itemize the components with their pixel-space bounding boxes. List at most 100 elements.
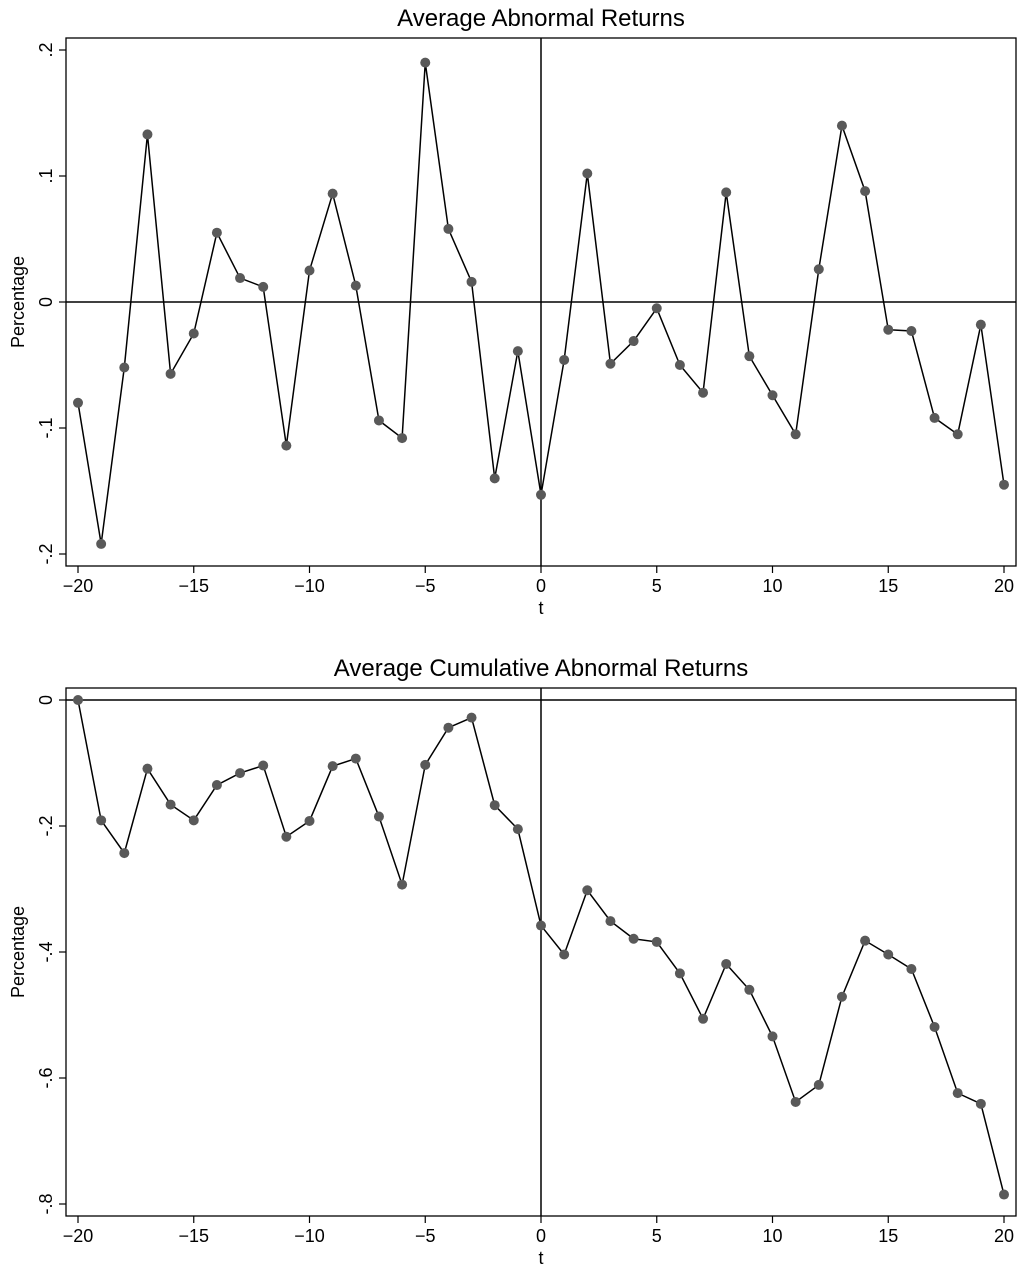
data-point [698,1013,709,1024]
x-tick-label: 0 [536,1226,546,1246]
data-point [536,920,546,931]
data-point [813,1079,824,1090]
data-point [975,319,986,330]
x-tick-label: −10 [294,576,325,596]
data-point [96,538,107,549]
data-point [836,991,847,1002]
data-point [258,281,269,292]
data-point [443,223,454,234]
y-tick-label: .1 [36,168,56,183]
x-tick-label: −15 [178,576,209,596]
data-point [790,1096,801,1107]
x-tick-label: −20 [63,576,94,596]
data-point [883,324,894,335]
data-point [373,415,384,426]
data-point [582,168,593,179]
data-point [674,360,685,370]
data-point [489,473,500,484]
data-point [165,799,176,810]
data-point [281,831,292,842]
data-point [350,280,361,291]
x-tick-label: 15 [878,576,898,596]
data-point [512,824,523,835]
x-tick-label: −10 [294,1226,325,1246]
data-point [767,390,778,401]
data-point [582,885,593,896]
data-point [397,433,408,444]
data-point [929,1021,940,1032]
data-point [420,57,431,68]
data-point [721,187,732,198]
data-point [628,336,639,347]
y-tick-label: -.4 [36,941,56,962]
data-point [397,879,408,890]
data-point [767,1031,778,1042]
data-point [906,325,917,336]
data-point [211,780,222,791]
data-point [651,936,662,947]
x-axis-label: t [538,598,543,618]
data-point [975,1098,986,1109]
data-point [489,800,500,811]
x-tick-label: 20 [994,1226,1014,1246]
data-point [721,958,732,969]
x-tick-label: 10 [762,1226,782,1246]
data-point [466,276,477,287]
data-point [304,815,315,826]
data-point [860,935,871,946]
y-tick-label: -.2 [36,815,56,836]
data-point [698,387,709,398]
data-point [651,303,662,314]
data-point [258,760,269,771]
x-axis-label: t [538,1248,543,1268]
x-tick-label: −5 [415,576,436,596]
chart-panel-1: Average Abnormal Returns −20 −15 −10 −5 0 5 10 1… [8,5,1017,618]
x-tick-label: 15 [878,1226,898,1246]
chart-panel-2: Average Cumulative Abnormal Returns −20 −1… [8,655,1017,1268]
y-tick-label: -.6 [36,1067,56,1088]
data-point [165,368,176,379]
data-point [559,354,570,365]
data-point [96,815,107,826]
data-point [211,227,222,238]
y-tick-label: .2 [36,42,56,57]
data-point [119,848,130,859]
data-point [119,362,130,373]
y-tick-label: -.2 [36,543,56,564]
chart-title: Average Abnormal Returns [397,5,685,32]
chart-title: Average Cumulative Abnormal Returns [334,655,748,682]
data-point [536,489,546,500]
y-tick-label: -.1 [36,417,56,438]
data-point [883,949,894,960]
data-point [512,346,523,357]
data-point [350,753,361,764]
data-point [443,722,454,733]
data-point [628,933,639,944]
data-point [674,968,685,979]
x-tick-label: −5 [415,1226,436,1246]
data-point [860,186,871,197]
y-tick-label: 0 [36,695,56,705]
y-tick-label: 0 [36,297,56,307]
y-tick-label: -.8 [36,1193,56,1214]
data-point [999,479,1009,490]
data-point [188,815,199,826]
data-point [929,412,940,423]
x-tick-label: 20 [994,576,1014,596]
data-point [559,949,570,960]
data-point [813,264,824,275]
data-point [142,763,153,774]
x-tick-label: 5 [652,576,662,596]
data-point [605,916,616,927]
data-point [188,328,199,339]
x-tick-label: −20 [63,1226,94,1246]
data-point [304,265,315,276]
x-tick-label: 10 [762,576,782,596]
y-axis-label: Percentage [8,256,28,348]
data-point [605,358,616,369]
data-point [999,1189,1009,1200]
data-point [235,768,246,779]
x-tick-label: 0 [536,576,546,596]
